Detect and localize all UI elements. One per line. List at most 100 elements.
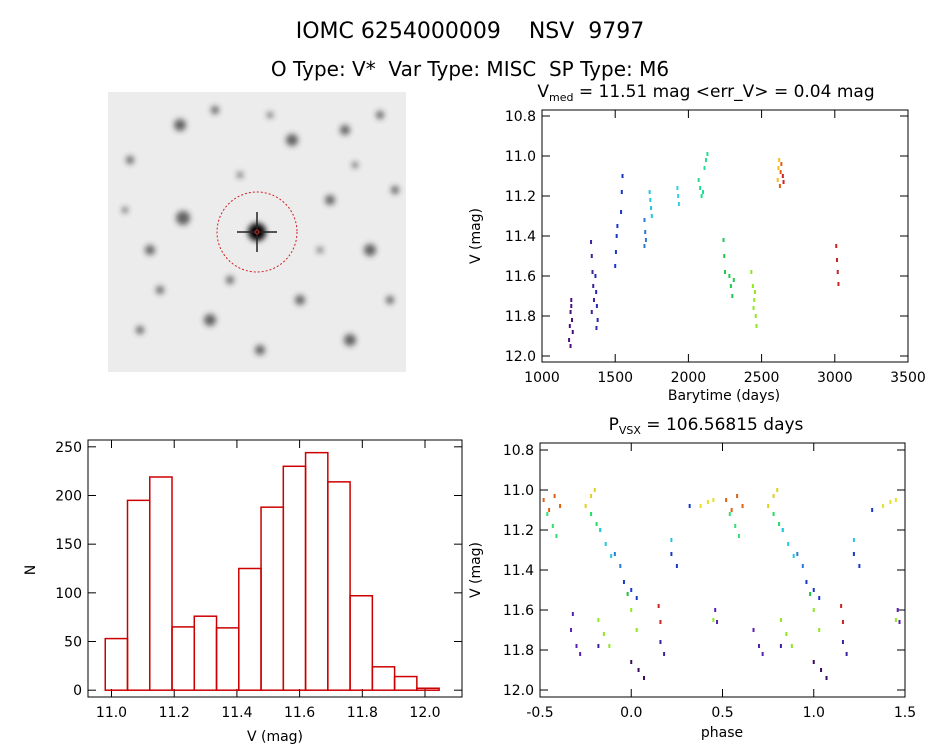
data-point <box>644 230 647 234</box>
data-point <box>615 234 618 238</box>
x-tick-label: 2500 <box>744 370 780 386</box>
data-point <box>731 294 734 298</box>
histogram-bar <box>416 687 440 691</box>
data-point <box>676 186 679 190</box>
data-point <box>779 170 782 174</box>
data-point <box>716 620 719 624</box>
data-point <box>732 278 735 282</box>
chart-title: PVSX = 106.56815 days <box>609 415 804 437</box>
data-point <box>896 608 899 612</box>
y-tick-label: 150 <box>55 537 82 553</box>
data-point <box>818 628 821 632</box>
x-tick-label: 11.8 <box>347 705 378 721</box>
histogram-bar <box>215 627 240 691</box>
title-main: V <box>537 82 549 102</box>
data-point <box>614 264 617 268</box>
data-point <box>659 640 662 644</box>
data-point <box>772 494 775 498</box>
data-point <box>677 194 680 198</box>
y-tick-label: 100 <box>55 586 82 602</box>
data-point <box>635 628 638 632</box>
sky-image <box>108 92 406 372</box>
data-point <box>706 152 709 156</box>
data-point <box>670 552 673 556</box>
y-axis-label: N <box>23 565 39 575</box>
data-point <box>630 660 633 664</box>
data-point <box>594 274 597 278</box>
histogram-bar <box>282 465 307 691</box>
data-point <box>663 652 666 656</box>
x-tick-label: 1000 <box>524 370 560 386</box>
histogram-bar <box>327 481 351 691</box>
data-point <box>704 158 707 162</box>
plot-frame <box>541 109 909 363</box>
data-point <box>752 628 755 632</box>
data-point <box>620 190 623 194</box>
data-point <box>546 512 549 516</box>
data-point <box>650 214 653 218</box>
data-point <box>790 644 793 648</box>
x-tick-label: 2000 <box>671 370 707 386</box>
y-tick-label: 11.2 <box>505 189 536 205</box>
data-point <box>571 330 574 334</box>
x-tick-label: 11.6 <box>284 705 315 721</box>
y-tick-label: 250 <box>55 440 82 456</box>
data-point <box>650 206 653 210</box>
y-tick-label: 11.0 <box>503 483 534 499</box>
data-point <box>670 538 673 542</box>
data-point <box>758 644 760 648</box>
data-point <box>648 190 651 194</box>
data-point <box>722 238 725 242</box>
data-point <box>677 202 680 206</box>
data-point <box>592 284 595 288</box>
data-point <box>604 542 607 546</box>
title-main: P <box>609 415 619 435</box>
histogram-bar <box>149 476 173 691</box>
data-point <box>570 298 573 302</box>
data-point <box>894 498 897 502</box>
data-point <box>702 190 705 194</box>
data-point <box>729 284 732 288</box>
data-point <box>777 166 780 170</box>
histogram-bar <box>349 595 374 691</box>
data-point <box>779 618 782 622</box>
histogram-bar <box>126 499 151 691</box>
data-point <box>841 620 844 624</box>
data-point <box>568 338 571 342</box>
data-point <box>626 592 629 596</box>
data-point <box>712 498 715 502</box>
title-subscript: VSX <box>619 424 642 437</box>
data-point <box>706 500 709 504</box>
x-tick-label: 11.2 <box>159 705 190 721</box>
data-point <box>882 504 885 508</box>
data-point <box>595 522 598 526</box>
data-point <box>643 244 646 248</box>
data-point <box>840 604 843 608</box>
data-point <box>712 618 715 622</box>
data-point <box>590 240 593 244</box>
data-point <box>610 554 613 558</box>
data-point <box>835 244 838 248</box>
data-point <box>608 644 611 648</box>
histogram-bar <box>393 675 418 691</box>
data-point <box>750 270 753 274</box>
data-point <box>809 592 812 596</box>
data-point <box>688 504 691 508</box>
data-point <box>622 580 625 584</box>
data-point <box>785 632 788 636</box>
x-tick-label: 11.0 <box>96 705 127 721</box>
histogram-bar <box>104 637 129 691</box>
data-point <box>755 324 758 328</box>
data-point <box>781 174 784 178</box>
x-tick-label: 1.0 <box>803 705 825 721</box>
data-point <box>780 162 783 166</box>
data-point <box>559 504 562 508</box>
y-tick-label: 10.8 <box>503 443 534 459</box>
data-point <box>754 314 757 318</box>
data-point <box>724 270 726 274</box>
data-point <box>778 158 781 162</box>
data-point <box>699 504 702 508</box>
data-point <box>595 326 598 330</box>
data-point <box>898 620 901 624</box>
data-point <box>548 508 551 512</box>
